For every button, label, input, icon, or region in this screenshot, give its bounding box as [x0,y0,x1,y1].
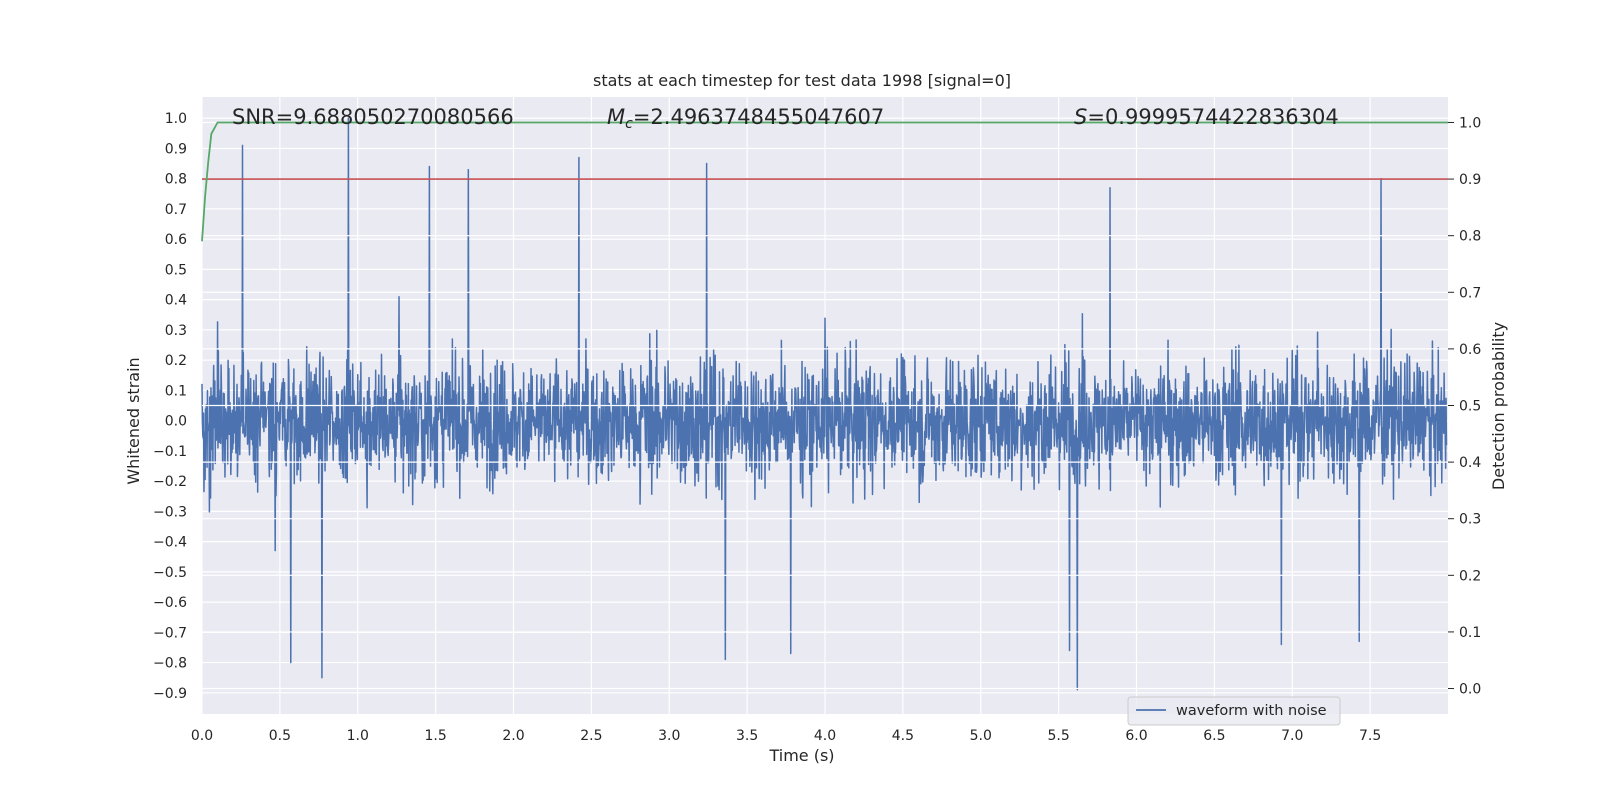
y-axis-label: Whitened strain [124,357,143,484]
probability-overlay [201,121,1448,690]
y-tick-label: −0.5 [153,565,187,581]
y-tick-label: −0.2 [153,474,187,490]
y-tick-label: 0.3 [165,323,187,339]
x-tick-label: 5.0 [970,728,992,744]
waveform-line [201,117,1448,691]
y-tick-label: 1.0 [165,111,187,127]
y-tick-label: −0.6 [153,595,187,611]
x-tick-label: 2.0 [502,728,524,744]
y-tick-label: 0.1 [165,383,187,399]
y2-tick-label: 0.4 [1459,455,1481,471]
x-tick-label: 4.0 [814,728,836,744]
s-value: =0.9999574422836304 [1087,105,1338,129]
legend-box [1127,696,1341,726]
y-tick-label: 0.0 [165,414,187,430]
snr-annotation: SNR=9.688050270080566 [232,105,514,129]
probability-line [201,121,1448,242]
y-tick-label: −0.3 [153,504,187,520]
y-tick-label: −0.4 [153,535,187,551]
y-tick-label: 0.4 [165,293,187,309]
y-tick-label: 0.2 [165,353,187,369]
y-tick-label: −0.7 [153,625,187,641]
y2-tick-label: 0.7 [1459,285,1481,301]
y-tick-label: −0.8 [153,656,187,672]
x-tick-label: 7.5 [1359,728,1381,744]
legend-label: waveform with noise [1176,703,1327,719]
chirp-mass-subscript: c [625,116,633,132]
x-tick-label: 0.0 [191,728,213,744]
y-tick-label: 0.6 [165,232,187,248]
y2-tick-label: 0.2 [1459,568,1481,584]
x-axis-ticks: 0.0 0.5 1.0 1.5 2.0 2.5 3.0 3.5 4.0 4.5 5.0 5.5 6.0 6… [191,728,1381,744]
chirp-mass-value: =2.4963748455047607 [633,105,884,129]
waveform-series [201,117,1448,691]
x-tick-label: 1.0 [347,728,369,744]
y2-axis-label: Detection probability [1489,322,1508,490]
x-tick-label: 5.5 [1047,728,1069,744]
x-tick-label: 0.5 [269,728,291,744]
y-tick-label: 0.8 [165,172,187,188]
x-tick-label: 6.5 [1203,728,1225,744]
x-tick-label: 6.0 [1125,728,1147,744]
y2-tick-label: 0.3 [1459,512,1481,528]
y2-tick-label: 0.8 [1459,229,1481,245]
chirp-mass-annotation: Mc=2.4963748455047607 [607,105,884,132]
x-tick-label: 7.0 [1281,728,1303,744]
x-tick-label: 3.5 [736,728,758,744]
y-tick-label: −0.9 [153,686,187,702]
x-axis-label: Time (s) [768,746,834,765]
s-annotation: S=0.9999574422836304 [1074,105,1339,129]
y-tick-label: −0.1 [153,444,187,460]
y2-tick-label: 0.5 [1459,399,1481,415]
x-tick-label: 3.0 [658,728,680,744]
y-tick-label: 0.9 [165,141,187,157]
y2-tick-label: 0.9 [1459,172,1481,188]
legend: waveform with noise [1127,696,1341,726]
y-tick-label: 0.7 [165,202,187,218]
x-tick-label: 1.5 [424,728,446,744]
s-symbol: S [1074,105,1087,129]
y2-axis-ticks: 0.0 0.1 0.2 0.3 0.4 0.5 0.6 0.7 0.8 0.9 1.0 [1448,115,1481,698]
y2-tick-label: 0.6 [1459,342,1481,358]
x-tick-label: 4.5 [892,728,914,744]
chart-title: stats at each timestep for test data 199… [593,71,1011,90]
y-axis-ticks: −0.9 −0.8 −0.7 −0.6 −0.5 −0.4 −0.3 −0.2 −0.1 0.0 0… [153,111,187,702]
y2-tick-label: 0.1 [1459,625,1481,641]
y2-tick-label: 0.0 [1459,682,1481,698]
x-tick-label: 2.5 [580,728,602,744]
chirp-mass-symbol: M [607,105,625,129]
y2-tick-label: 1.0 [1459,115,1481,131]
y-tick-label: 0.5 [165,262,187,278]
